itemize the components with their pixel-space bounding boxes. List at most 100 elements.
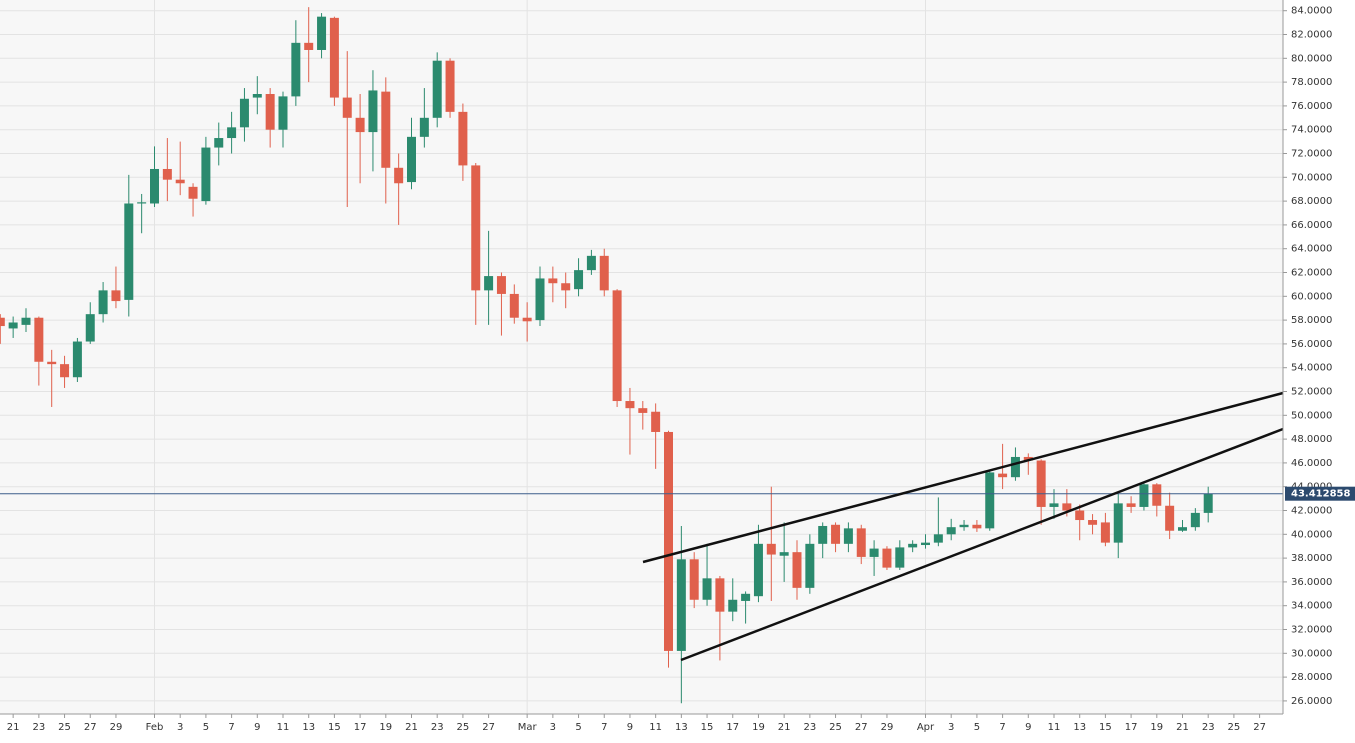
candle-body bbox=[1165, 505, 1175, 531]
y-tick-label: 26.0000 bbox=[1291, 696, 1332, 707]
candle-body bbox=[664, 431, 673, 651]
candle-body bbox=[317, 16, 327, 50]
y-tick-label: 34.0000 bbox=[1291, 601, 1332, 612]
candle-body bbox=[959, 524, 969, 528]
x-tick-label: 17 bbox=[354, 722, 367, 733]
candle-body bbox=[1036, 460, 1046, 507]
x-tick-label: 27 bbox=[855, 722, 868, 733]
candle-body bbox=[381, 91, 391, 168]
candle-body bbox=[869, 548, 879, 557]
x-tick-label: 3 bbox=[948, 722, 954, 733]
candle-body bbox=[753, 543, 763, 597]
candle-body bbox=[766, 543, 776, 555]
y-tick-label: 68.0000 bbox=[1291, 196, 1332, 207]
y-tick-label: 76.0000 bbox=[1291, 101, 1332, 112]
candle-body bbox=[599, 255, 609, 291]
y-tick-label: 54.0000 bbox=[1291, 363, 1332, 374]
y-tick-label: 36.0000 bbox=[1291, 577, 1332, 588]
candle-body bbox=[676, 559, 686, 651]
y-tick-label: 58.0000 bbox=[1291, 315, 1332, 326]
candle-body bbox=[1049, 503, 1059, 507]
candle-body bbox=[561, 283, 571, 291]
candle-body bbox=[1113, 503, 1123, 543]
candle-body bbox=[214, 138, 224, 148]
candle-body bbox=[1203, 493, 1213, 513]
candle-body bbox=[792, 552, 802, 588]
y-tick-label: 38.0000 bbox=[1291, 553, 1332, 564]
candle-body bbox=[85, 314, 95, 342]
labels: 26.0000 28.0000 30.0000 32.0000 34.0000 36.00… bbox=[7, 6, 1355, 733]
y-tick-label: 56.0000 bbox=[1291, 339, 1332, 350]
x-tick-label: 23 bbox=[803, 722, 816, 733]
x-tick-label: 19 bbox=[379, 722, 392, 733]
candle-body bbox=[8, 322, 18, 329]
y-tick-label: 60.0000 bbox=[1291, 291, 1332, 302]
x-tick-label: 11 bbox=[649, 722, 662, 733]
x-tick-label: Feb bbox=[146, 722, 164, 733]
x-tick-label: 25 bbox=[1228, 722, 1241, 733]
price-label-box bbox=[1285, 486, 1355, 501]
candle-body bbox=[728, 599, 738, 612]
y-tick-label: 70.0000 bbox=[1291, 172, 1332, 183]
candle-body bbox=[1190, 512, 1200, 528]
x-tick-label: 21 bbox=[778, 722, 791, 733]
candle-body bbox=[998, 473, 1008, 478]
y-tick-label: 84.0000 bbox=[1291, 6, 1332, 17]
x-tick-label: 5 bbox=[575, 722, 581, 733]
candle-body bbox=[535, 278, 545, 321]
x-tick-label: 9 bbox=[1025, 722, 1031, 733]
candle-body bbox=[1088, 520, 1098, 525]
candle-body bbox=[252, 94, 262, 98]
candle-body bbox=[843, 528, 853, 544]
x-tick-label: 29 bbox=[881, 722, 894, 733]
y-tick-label: 28.0000 bbox=[1291, 672, 1332, 683]
x-tick-label: 23 bbox=[32, 722, 45, 733]
y-tick-label: 30.0000 bbox=[1291, 648, 1332, 659]
candle-body bbox=[419, 117, 429, 137]
y-tick-label: 46.0000 bbox=[1291, 458, 1332, 469]
candle-body bbox=[1075, 510, 1085, 521]
candle-body bbox=[111, 290, 121, 302]
x-tick-label: 27 bbox=[84, 722, 97, 733]
candle-body bbox=[34, 317, 44, 362]
candle-body bbox=[818, 525, 828, 544]
candle-body bbox=[651, 411, 661, 432]
x-tick-label: 15 bbox=[1099, 722, 1112, 733]
x-tick-label: 9 bbox=[627, 722, 633, 733]
candle-body bbox=[625, 401, 635, 409]
y-tick-label: 50.0000 bbox=[1291, 410, 1332, 421]
candle-body bbox=[715, 578, 725, 612]
y-tick-label: 72.0000 bbox=[1291, 149, 1332, 160]
grid bbox=[0, 0, 1283, 714]
x-tick-label: 27 bbox=[482, 722, 495, 733]
candle-body bbox=[985, 472, 995, 529]
y-tick-label: 74.0000 bbox=[1291, 125, 1332, 136]
candle-body bbox=[522, 317, 532, 322]
trend-line bbox=[642, 391, 1284, 564]
candle-body bbox=[342, 97, 352, 118]
candle-body bbox=[586, 255, 596, 271]
candle-body bbox=[895, 547, 905, 568]
x-tick-label: 21 bbox=[7, 722, 20, 733]
x-tick-label: 13 bbox=[302, 722, 315, 733]
candle-body bbox=[407, 136, 416, 183]
candle-body bbox=[1139, 484, 1149, 507]
candle-body bbox=[496, 276, 506, 294]
x-tick-label: 19 bbox=[1150, 722, 1163, 733]
plot-background bbox=[0, 0, 1283, 714]
candle-body bbox=[150, 168, 159, 204]
candle-body bbox=[21, 317, 31, 325]
candle-body bbox=[1023, 456, 1033, 461]
x-tick-label: 5 bbox=[974, 722, 980, 733]
candle-body bbox=[882, 548, 892, 568]
candle-body bbox=[972, 524, 982, 529]
x-tick-label: 7 bbox=[228, 722, 234, 733]
x-tick-label: 3 bbox=[550, 722, 556, 733]
x-tick-label: 25 bbox=[457, 722, 470, 733]
candle-body bbox=[1126, 503, 1136, 507]
candle-body bbox=[1062, 503, 1072, 511]
candle-body bbox=[329, 17, 339, 98]
y-tick-label: 42.0000 bbox=[1291, 506, 1332, 517]
candle-body bbox=[933, 534, 943, 543]
candle-body bbox=[124, 203, 134, 300]
